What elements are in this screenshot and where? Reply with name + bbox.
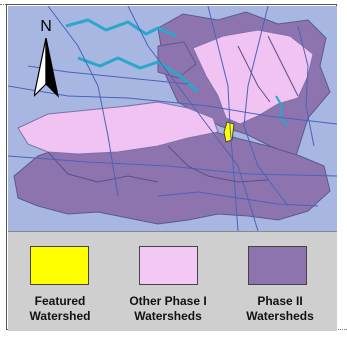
legend-label-phase1-line1: Other Phase I [129,294,207,308]
legend-label-phase1-line2: Watersheds [134,309,202,323]
divide-2 [167,145,269,183]
map-legend: Featured Watershed Other Phase I Watersh… [8,231,337,331]
leader-line-top [0,4,6,5]
north-arrow-icon [34,38,59,98]
road-d [8,155,337,177]
watershed-map: N [8,6,337,231]
divide-1 [47,151,159,183]
road-g [157,191,319,207]
legend-swatch-phase1 [139,246,198,285]
road-c [47,6,119,197]
map-figure: N Featured Watershed Other Phase I Water… [6,4,337,331]
legend-swatch-featured [30,246,89,285]
legend-label-featured: Featured Watershed [10,294,110,324]
north-arrow: N [34,18,70,104]
legend-label-phase2-line1: Phase II [257,294,303,308]
divide-3 [237,45,271,103]
north-label: N [40,18,52,35]
road-b [127,6,259,231]
lake-upper [65,18,177,38]
legend-label-phase2-line2: Watersheds [246,309,314,323]
legend-label-phase1: Other Phase I Watersheds [118,294,218,324]
legend-label-featured-line2: Watershed [29,309,91,323]
legend-label-featured-line1: Featured [34,294,86,308]
phase1-watershed-west [17,101,219,155]
road-i [297,25,315,147]
road-e [207,6,239,231]
divide-4 [267,35,299,97]
legend-swatch-phase2 [248,246,307,285]
road-h [27,65,189,85]
featured-watershed [223,121,235,143]
river-east [275,95,289,127]
lake-lower [77,56,199,94]
map-canvas [8,6,337,231]
road-f [243,6,289,207]
legend-label-phase2: Phase II Watersheds [230,294,330,324]
subwatershed-boundaries [47,35,299,183]
